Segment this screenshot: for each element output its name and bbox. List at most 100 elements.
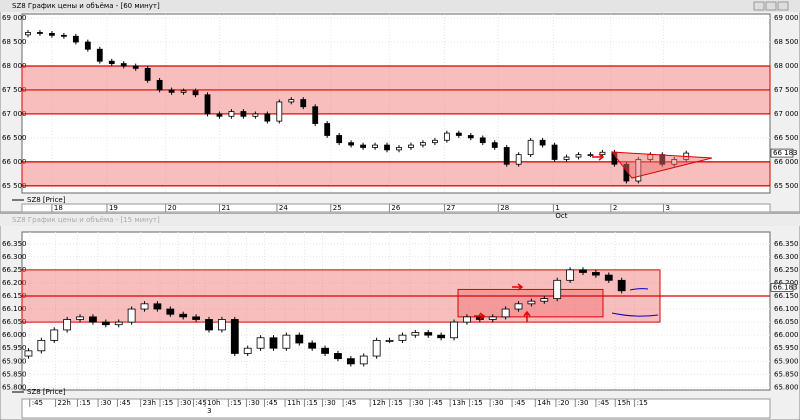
candle-body (120, 63, 127, 67)
candle-body (96, 48, 103, 62)
candle-body (63, 319, 72, 331)
candle-body (450, 321, 458, 339)
candle-body (514, 303, 523, 310)
legend-label: SZ8 [Price] (27, 196, 66, 204)
candle-body (50, 329, 59, 341)
x-tick-label: :45 (266, 399, 277, 407)
y-tick-label: 65.850 (774, 370, 799, 378)
x-tick-label: 12h (372, 399, 385, 407)
x-tick-label: :45 (514, 399, 525, 407)
y-tick-label: 65.800 (774, 383, 799, 391)
candle-body (166, 308, 175, 315)
y-tick-label: 66.250 (2, 266, 27, 274)
close-button[interactable] (777, 1, 789, 11)
y-tick-label: 66.200 (774, 279, 799, 287)
candle-body (437, 334, 446, 339)
candle-body (527, 139, 534, 156)
candle-body (587, 154, 594, 157)
candle-body (205, 319, 213, 331)
x-tick-label: :45 (432, 399, 443, 407)
y-tick-label: 66 000 (2, 158, 27, 166)
candle-body (321, 347, 329, 354)
x-tick-label: :45 (32, 399, 43, 407)
candle-body (300, 99, 307, 108)
candle-body (575, 154, 582, 158)
candle-body (604, 274, 613, 281)
x-tick-label: :30 (100, 399, 111, 407)
y-tick-label: 66.100 (774, 305, 799, 313)
candle-body (156, 79, 163, 91)
y-tick-label: 65.900 (2, 357, 27, 365)
y-tick-label: 66.300 (774, 253, 799, 261)
y-tick-label: 67 500 (774, 86, 799, 94)
x-tick-label: 18 (54, 204, 63, 212)
x-tick-label: 19 (109, 204, 118, 212)
minimize-button[interactable] (753, 1, 765, 11)
candle-body (204, 94, 211, 115)
x-tick-label: :30 (412, 399, 423, 407)
y-tick-label: 69 000 (774, 14, 799, 22)
candle-body (192, 316, 201, 320)
window-title: SZ8 График цены и объёма - [60 минут] (12, 2, 160, 10)
candle-body (230, 319, 239, 354)
candle-body (396, 147, 402, 151)
x-tick-label: 15h (617, 399, 630, 407)
candle-body (359, 355, 368, 365)
candle-body (217, 319, 226, 331)
last-price-box (770, 148, 794, 158)
y-tick-label: 68 500 (774, 38, 799, 46)
y-tick-label: 68 500 (2, 38, 27, 46)
x-tick-label: 25 (333, 204, 342, 212)
y-tick-label: 66.150 (774, 292, 799, 300)
candle-body (101, 321, 110, 326)
x-tick-label: 27 (446, 204, 455, 212)
last-price-box (770, 283, 794, 292)
candle-body (336, 135, 343, 144)
legend-label: SZ8 [Price] (27, 388, 66, 396)
x-tick-label: :45 (598, 399, 609, 407)
candle-body (127, 308, 136, 323)
y-tick-label: 66.000 (774, 331, 799, 339)
window-buttons[interactable] (753, 1, 789, 11)
x-tick-label: :15 (79, 399, 90, 407)
y-tick-label: 67 000 (774, 110, 799, 118)
candle-body (37, 32, 43, 34)
candle-body (179, 313, 188, 318)
x-tick-label: :45 (196, 399, 207, 407)
candle-body (398, 334, 407, 341)
candle-body (89, 316, 97, 323)
x-tick-label: 22h (58, 399, 71, 407)
maximize-button[interactable] (765, 1, 777, 11)
candle-body (503, 147, 510, 165)
candle-body (566, 269, 575, 281)
candle-body (216, 113, 223, 117)
candle-body (501, 308, 510, 318)
candle-body (144, 67, 151, 81)
date-label: 3 (207, 407, 211, 415)
x-tick-label: 1 (555, 204, 559, 212)
candle-body (479, 137, 486, 144)
y-tick-label: 66.350 (2, 240, 27, 248)
y-tick-label: 67 000 (2, 110, 27, 118)
y-tick-label: 66.250 (774, 266, 799, 274)
candle-body (72, 35, 79, 43)
candle-body (384, 144, 390, 151)
x-tick-label: 14h (537, 399, 550, 407)
candle-body (269, 337, 278, 349)
x-tick-label: 21 (221, 204, 230, 212)
candle-body (295, 334, 304, 344)
candle-body (180, 90, 187, 93)
y-tick-label: 66.000 (2, 331, 27, 339)
y-tick-label: 65.900 (774, 357, 799, 365)
candle-body (424, 332, 433, 336)
y-tick-label: 66.300 (2, 253, 27, 261)
x-tick-label: :30 (324, 399, 335, 407)
candle-body (348, 142, 355, 146)
candle-body (360, 144, 366, 148)
candle-body (488, 316, 497, 320)
candle-body (551, 144, 558, 160)
x-tick-label: 11h (287, 399, 300, 407)
candle-body (431, 139, 438, 144)
candle-body (443, 132, 450, 141)
